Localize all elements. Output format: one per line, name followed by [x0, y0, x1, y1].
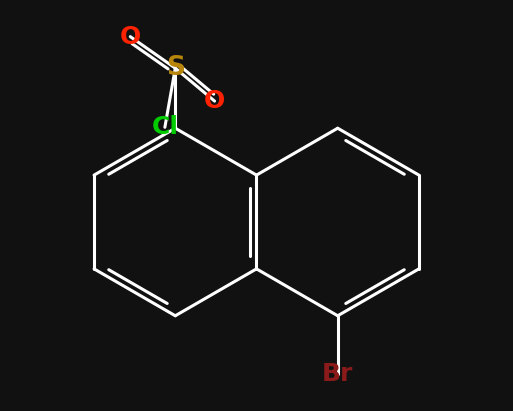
Text: S: S: [166, 55, 185, 81]
Text: O: O: [204, 89, 225, 113]
Text: Br: Br: [322, 363, 353, 386]
Text: Cl: Cl: [151, 115, 179, 139]
Text: O: O: [120, 25, 141, 48]
